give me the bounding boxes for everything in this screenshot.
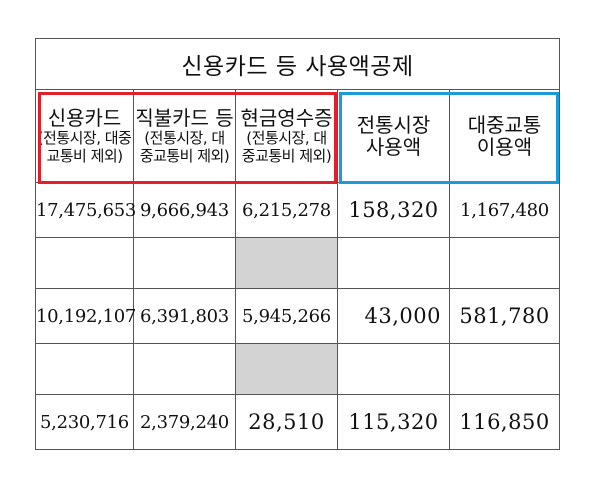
header-cash-receipt: 현금영수증 (전통시장, 대 중교통비 제외) (235, 89, 338, 183)
greyed-cell (235, 343, 338, 395)
title-row: 신용카드 등 사용액공제 (34, 38, 561, 90)
table-cell: 6,391,803 (133, 288, 236, 344)
table-cell (337, 237, 450, 289)
table-cell (133, 343, 236, 395)
table-row: 10,192,107 6,391,803 5,945,266 43,000 58… (35, 288, 561, 344)
table-cell (448, 343, 561, 395)
table-cell: 10,192,107 (35, 288, 136, 344)
header-sub: 중교통비 제외) (241, 147, 332, 165)
table-row-blank (35, 343, 561, 395)
table-cell: 581,780 (448, 288, 561, 344)
header-row: 신용카드 (전통시장, 대중 교통비 제외) 직불카드 등 (전통시장, 대 중… (35, 89, 561, 183)
card-deduction-table: 신용카드 등 사용액공제 신용카드 (전통시장, 대중 교통비 제외) 직불카드… (34, 38, 561, 450)
table-title: 신용카드 등 사용액공제 (34, 38, 561, 90)
table-cell (35, 237, 134, 289)
table-cell (448, 237, 561, 289)
table-cell: 5,230,716 (35, 394, 134, 450)
table-cell: 28,510 (235, 394, 338, 450)
header-traditional-market: 전통시장 사용액 (337, 89, 450, 183)
header-main: 대중교통 (467, 113, 542, 137)
header-public-transport: 대중교통 이용액 (448, 89, 561, 183)
table-cell (337, 343, 450, 395)
table-cell: 6,215,278 (235, 182, 338, 238)
header-sub: (전통시장, 대 (246, 129, 327, 147)
table-cell: 5,945,266 (235, 288, 338, 344)
header-debit-card: 직불카드 등 (전통시장, 대 중교통비 제외) (133, 89, 236, 183)
table-cell: 2,379,240 (133, 394, 236, 450)
header-main: 직불카드 등 (135, 106, 234, 130)
header-main: 전통시장 (356, 113, 431, 137)
deduction-table-wrapper: 신용카드 등 사용액공제 신용카드 (전통시장, 대중 교통비 제외) 직불카드… (34, 38, 561, 450)
table-cell: 158,320 (337, 182, 450, 238)
table-cell: 9,666,943 (133, 182, 236, 238)
table-cell: 116,850 (448, 394, 561, 450)
table-cell: 115,320 (337, 394, 450, 450)
header-main-line2: 이용액 (476, 135, 533, 159)
header-main-line2: 사용액 (365, 135, 422, 159)
header-sub: 중교통비 제외) (139, 147, 230, 165)
table-cell (35, 343, 134, 395)
table-row-blank (35, 237, 561, 289)
table-cell: 43,000 (337, 288, 450, 344)
table-row: 17,475,653 9,666,943 6,215,278 158,320 1… (35, 182, 561, 238)
table-cell (133, 237, 236, 289)
table-cell: 17,475,653 (35, 182, 136, 238)
table-cell: 1,167,480 (448, 182, 561, 238)
header-main: 현금영수증 (240, 106, 333, 130)
header-main: 신용카드 (47, 106, 122, 130)
greyed-cell (235, 237, 338, 289)
table-row: 5,230,716 2,379,240 28,510 115,320 116,8… (35, 394, 561, 450)
header-sub: (전통시장, 대중 (37, 129, 132, 147)
header-sub: (전통시장, 대 (144, 129, 225, 147)
header-sub: 교통비 제외) (46, 147, 123, 165)
header-credit-card: 신용카드 (전통시장, 대중 교통비 제외) (35, 89, 134, 183)
